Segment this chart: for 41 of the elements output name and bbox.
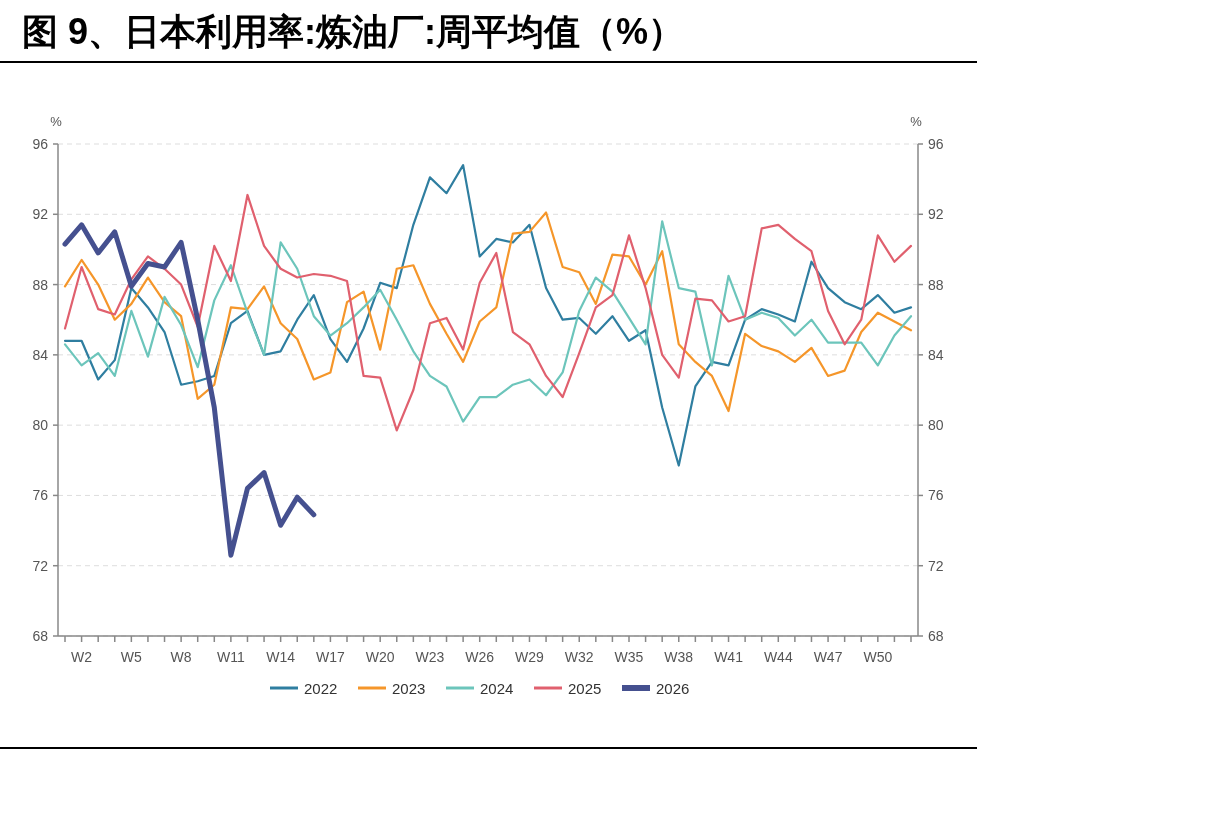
y2-tick-label: 96 — [928, 136, 944, 152]
x-tick-label: W11 — [217, 649, 245, 665]
x-tick-label: W26 — [465, 649, 495, 665]
y-axis-title: % — [50, 114, 63, 129]
y-tick-label: 84 — [32, 346, 49, 363]
y-tick-label: 80 — [32, 417, 49, 434]
y-tick-label: 72 — [32, 557, 49, 574]
x-tick-label: W44 — [763, 649, 793, 665]
legend-label: 2025 — [568, 680, 602, 697]
legend-label: 2026 — [656, 680, 690, 697]
y-tick-label: 68 — [32, 628, 49, 644]
y2-tick-label: 80 — [928, 417, 944, 434]
y-tick-label: 88 — [32, 276, 49, 293]
x-tick-label: W20 — [365, 649, 395, 665]
x-tick-label: W50 — [863, 649, 893, 665]
x-tick-label: W23 — [415, 649, 445, 665]
x-tick-label: W14 — [266, 649, 296, 665]
x-tick-label: W47 — [813, 649, 843, 665]
x-tick-label: W2 — [71, 649, 93, 665]
legend-label: 2024 — [480, 680, 514, 697]
y-tick-label: 96 — [32, 136, 49, 152]
y-tick-label: 92 — [32, 206, 49, 223]
x-tick-label: W41 — [714, 649, 744, 665]
y2-axis-title: % — [910, 114, 923, 129]
y-tick-label: 76 — [32, 487, 49, 504]
chart-title: 图 9、日本利用率:炼油厂:周平均值（%） — [22, 11, 685, 52]
x-tick-label: W38 — [664, 649, 694, 665]
y2-tick-label: 76 — [928, 487, 944, 504]
y2-tick-label: 92 — [928, 206, 944, 223]
x-tick-label: W8 — [170, 649, 192, 665]
legend-label: 2022 — [304, 680, 338, 697]
x-tick-label: W29 — [515, 649, 545, 665]
x-tick-label: W5 — [120, 649, 143, 665]
y2-tick-label: 88 — [928, 276, 944, 293]
x-tick-label: W32 — [564, 649, 594, 665]
x-tick-label: W35 — [614, 649, 644, 665]
y2-tick-label: 84 — [928, 346, 944, 363]
x-tick-label: W17 — [316, 649, 346, 665]
legend-label: 2023 — [392, 680, 426, 697]
y2-tick-label: 72 — [928, 557, 944, 574]
y2-tick-label: 68 — [928, 628, 944, 644]
